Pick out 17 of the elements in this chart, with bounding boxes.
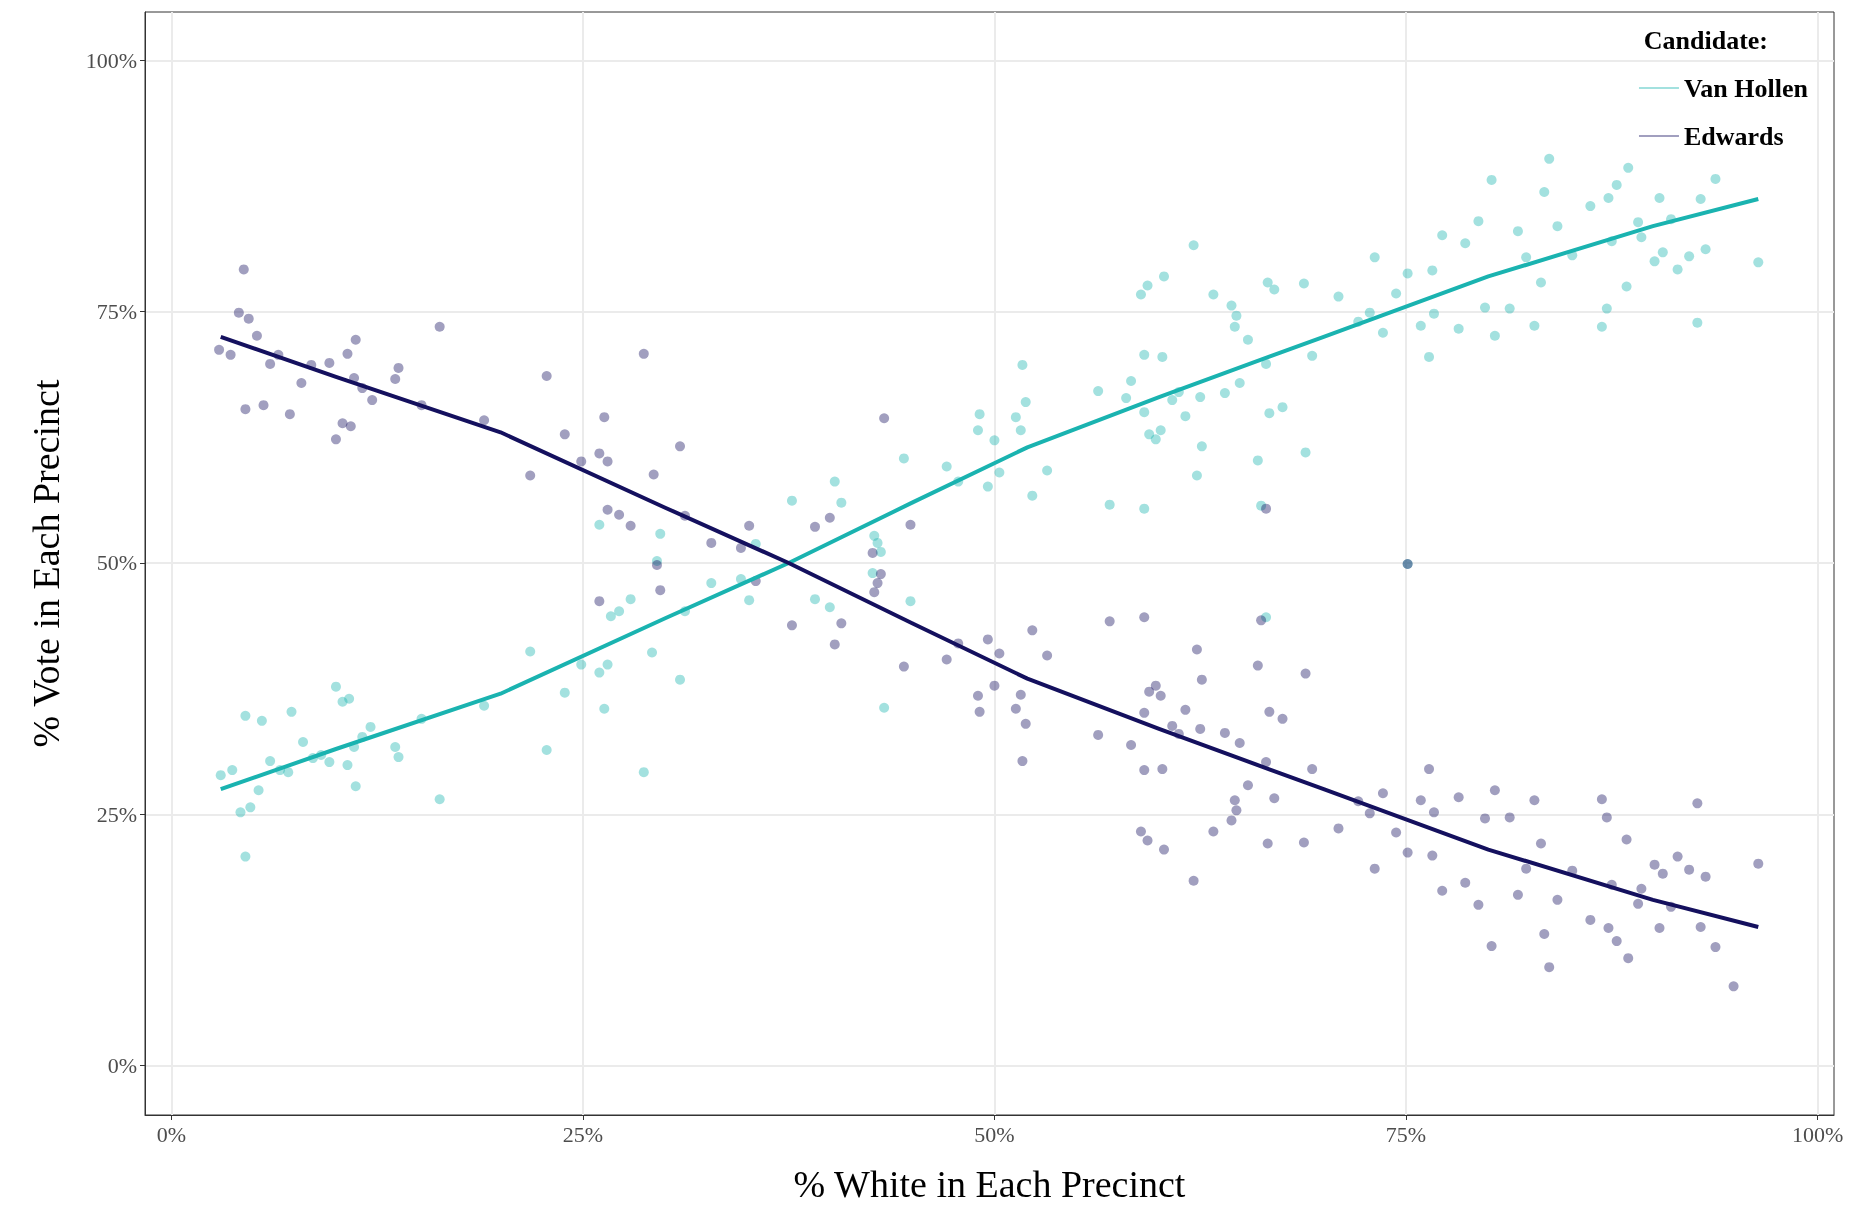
y-tick-label: 0%	[107, 1053, 137, 1079]
y-tick-label: 50%	[96, 550, 137, 576]
legend-title: Candidate:	[1643, 25, 1769, 55]
x-tick-label: 25%	[562, 1121, 604, 1147]
x-tick-label: 50%	[974, 1121, 1015, 1147]
x-tick-label: 0%	[156, 1121, 186, 1147]
x-tick-label: 100%	[1791, 1121, 1844, 1147]
y-tick-label: 100%	[85, 47, 137, 73]
y-tick-label: 75%	[96, 299, 137, 325]
y-axis-title: % Vote in Each Precinct	[25, 379, 67, 748]
x-axis-title: % White in Each Precinct	[793, 1163, 1186, 1205]
x-tick-label: 75%	[1385, 1121, 1427, 1147]
legend-label: Edwards	[1683, 121, 1784, 151]
y-tick-label: 25%	[96, 801, 137, 827]
line-series	[218, 334, 1761, 929]
legend-label: Van Hollen	[1683, 73, 1809, 103]
line-series	[218, 197, 1761, 792]
